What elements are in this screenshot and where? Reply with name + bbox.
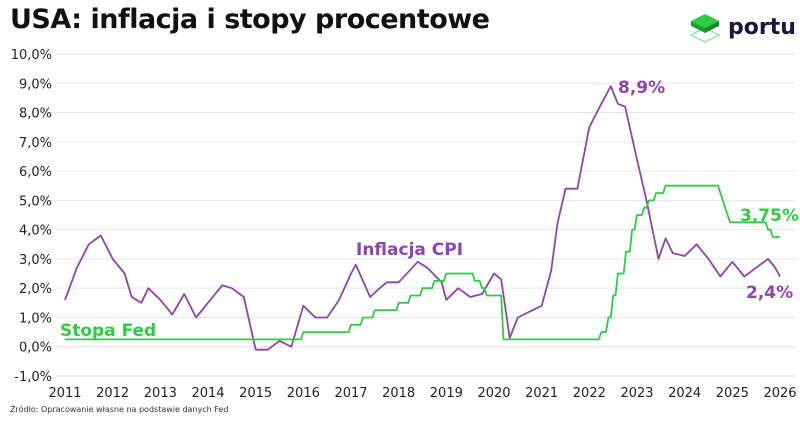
series-line-fed (65, 184, 780, 341)
x-tick-label: 2016 (287, 386, 320, 400)
x-tick-label: 2013 (144, 386, 177, 400)
logo-cube-icon (689, 14, 721, 43)
x-tick-label: 2017 (334, 386, 367, 400)
x-tick-label: 2021 (525, 386, 558, 400)
x-tick-label: 2015 (239, 386, 272, 400)
chart: -1,0% 0,0% 1,0% 2,0% 3,0% 4,0% 5,0% 6,0% 7,0% 8,0… (11, 48, 799, 400)
y-tick-label: 6,0% (19, 165, 52, 180)
x-tick-label: 2025 (716, 386, 749, 400)
y-tick-label: 5,0% (19, 194, 52, 209)
x-tick-label: 2018 (382, 386, 415, 400)
x-tick-label: 2024 (668, 386, 701, 400)
x-tick-label: 2020 (477, 386, 510, 400)
y-tick-label: 4,0% (19, 224, 52, 239)
y-tick-label: 7,0% (19, 136, 52, 151)
y-tick-label: 1,0% (19, 311, 52, 326)
y-tick-label: 0,0% (19, 341, 52, 356)
logo-text: portu (728, 14, 796, 40)
annotation-fed-last: 3,75% (740, 206, 799, 226)
label-inflacja-cpi: Inflacja CPI (356, 240, 463, 260)
x-tick-label: 2023 (620, 386, 653, 400)
y-tick-label: 3,0% (19, 253, 52, 268)
y-tick-label: 10,0% (11, 48, 52, 63)
label-stopa-fed: Stopa Fed (60, 321, 156, 341)
annotation-cpi-last: 2,4% (746, 283, 793, 303)
source-note: Źródło: Opracowanie własne na podstawie … (10, 405, 229, 414)
x-tick-label: 2019 (430, 386, 463, 400)
page-title: USA: inflacja i stopy procentowe (10, 4, 490, 35)
y-tick-label: 2,0% (19, 282, 52, 297)
x-tick-label: 2022 (573, 386, 606, 400)
y-tick-label: 8,0% (19, 107, 52, 122)
y-tick-label: -1,0% (14, 370, 52, 385)
x-tick-label: 2012 (96, 386, 129, 400)
x-tick-label: 2026 (763, 386, 796, 400)
series-line-cpi (64, 85, 781, 351)
x-tick-label: 2011 (48, 386, 81, 400)
annotation-cpi-peak: 8,9% (618, 78, 665, 98)
y-tick-label: 9,0% (19, 77, 52, 92)
logo: portu (688, 10, 796, 44)
x-tick-label: 2014 (191, 386, 224, 400)
